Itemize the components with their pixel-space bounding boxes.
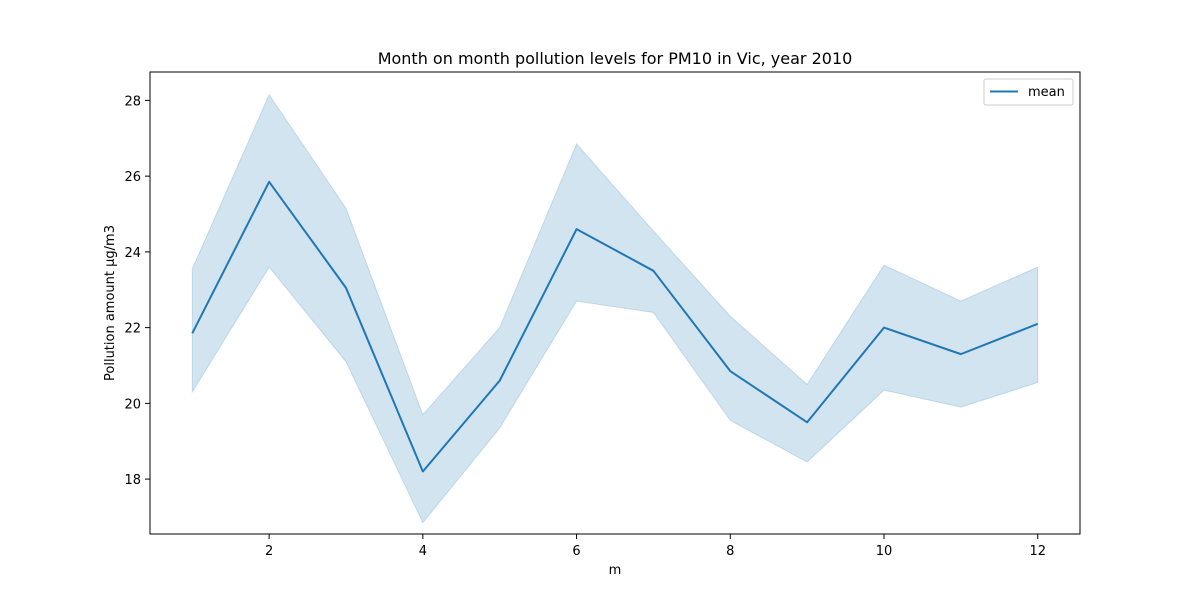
x-tick-label: 4 bbox=[419, 544, 427, 559]
x-axis-ticks: 2 4 6 8 10 12 bbox=[265, 534, 1046, 559]
y-tick-label: 22 bbox=[124, 322, 141, 337]
y-axis-ticks: 18 20 22 24 26 28 bbox=[124, 94, 150, 488]
confidence-band-layer bbox=[192, 95, 1037, 523]
y-axis-label: Pollution amount µg/m3 bbox=[103, 225, 118, 381]
y-tick-label: 18 bbox=[124, 473, 141, 488]
x-axis-label: m bbox=[609, 563, 622, 578]
x-tick-label: 6 bbox=[572, 544, 580, 559]
legend: mean bbox=[984, 79, 1073, 105]
x-tick-label: 2 bbox=[265, 544, 273, 559]
legend-label: mean bbox=[1028, 85, 1065, 100]
y-tick-label: 20 bbox=[124, 397, 141, 412]
y-tick-label: 28 bbox=[124, 94, 141, 109]
confidence-band bbox=[192, 95, 1037, 523]
y-tick-label: 26 bbox=[124, 170, 141, 185]
x-tick-label: 12 bbox=[1029, 544, 1046, 559]
y-tick-label: 24 bbox=[124, 246, 141, 261]
x-tick-label: 10 bbox=[876, 544, 893, 559]
chart-title: Month on month pollution levels for PM10… bbox=[378, 49, 853, 68]
x-tick-label: 8 bbox=[726, 544, 734, 559]
